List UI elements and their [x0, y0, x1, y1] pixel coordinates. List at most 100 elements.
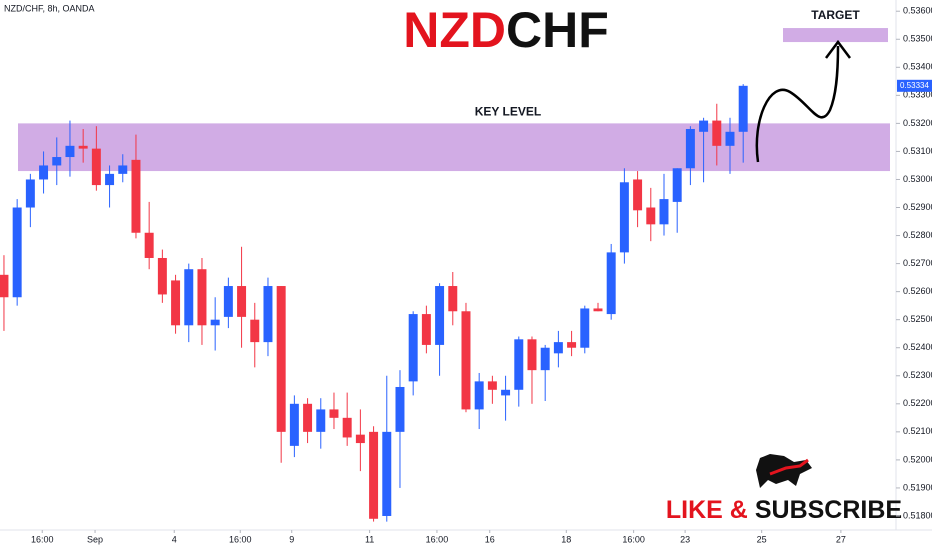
candle-body [0, 274, 9, 298]
candle-body [501, 389, 511, 396]
candle-body [355, 434, 365, 444]
candle-body [421, 314, 431, 345]
candle-body [606, 252, 616, 315]
x-tick-label: 9 [289, 534, 294, 544]
candles [0, 84, 748, 522]
candle-body [448, 286, 458, 312]
candle-body [52, 157, 62, 166]
candle-body [382, 431, 392, 516]
candle-body [633, 179, 643, 211]
candle-body [171, 280, 181, 326]
candle-body [474, 381, 484, 410]
x-tick-label: 11 [365, 534, 374, 544]
candle-body [210, 319, 220, 326]
candle-body [593, 308, 603, 312]
candle-body [105, 173, 115, 186]
candle-body [250, 319, 260, 343]
candle-body [699, 120, 709, 132]
last-price-box [897, 79, 932, 92]
candle-body [91, 148, 101, 186]
candle-body [263, 286, 273, 343]
candle-body [289, 403, 299, 446]
candle-body [659, 199, 669, 225]
logo-part: SUBSCRIBE [755, 496, 902, 524]
candle-body [12, 207, 22, 298]
title-part: CHF [506, 2, 609, 58]
candle-body [619, 182, 629, 253]
candle-body [725, 131, 735, 146]
last-price-label: 0.53334 [900, 81, 929, 90]
candle-body [65, 145, 75, 158]
candle-body [540, 347, 550, 371]
zone [783, 28, 888, 43]
zone-label: TARGET [811, 8, 860, 22]
candle-body [303, 403, 313, 432]
candle-body [329, 409, 339, 418]
x-tick-label: 16:00 [229, 534, 252, 544]
candle-body [527, 339, 537, 371]
candle-body [184, 269, 194, 326]
candle-body [197, 269, 207, 326]
candle-body [131, 159, 141, 233]
x-tick-label: 16 [485, 534, 495, 544]
logo-icon [756, 454, 812, 488]
candle-body [580, 308, 590, 348]
x-tick-label: 16:00 [622, 534, 645, 544]
candle-body [395, 386, 405, 432]
candle-body [157, 257, 167, 295]
x-tick-label: 4 [172, 534, 177, 544]
symbol-header: NZD/CHF, 8h, OANDA [4, 3, 95, 13]
candle-body [567, 342, 577, 348]
candle-body [144, 232, 154, 258]
chart-title: NZDCHF [403, 2, 609, 58]
logo-text: LIKE & SUBSCRIBE [666, 496, 902, 524]
candle-body [514, 339, 524, 390]
candle-body [672, 168, 682, 202]
candle-body [369, 431, 379, 519]
logo-part: LIKE & [666, 496, 748, 524]
bull-bear-icon [756, 454, 812, 488]
candle-body [223, 286, 233, 317]
candle-body [435, 286, 445, 345]
candle-body [487, 381, 497, 390]
x-tick-label: 16:00 [31, 534, 54, 544]
candle-body [118, 165, 128, 174]
candle-body [237, 286, 247, 317]
candle-body [78, 145, 88, 149]
icon-arrow [769, 458, 809, 476]
y-tick-label: 0.53600 [903, 6, 932, 16]
x-tick-label: 18 [561, 534, 571, 544]
projection-arrow [755, 45, 840, 163]
candle-body [316, 409, 326, 432]
candle-body [738, 85, 748, 132]
zone [18, 123, 890, 172]
candle-body [408, 314, 418, 382]
zone-label: KEY LEVEL [475, 105, 541, 119]
x-tick-label: 16:00 [426, 534, 449, 544]
x-tick-label: 23 [680, 534, 690, 544]
candle-body [342, 417, 352, 438]
x-tick-label: 25 [757, 534, 767, 544]
candle-body [646, 207, 656, 225]
arrow-head [825, 39, 851, 59]
candle-body [39, 165, 49, 180]
candle-body [461, 311, 471, 410]
